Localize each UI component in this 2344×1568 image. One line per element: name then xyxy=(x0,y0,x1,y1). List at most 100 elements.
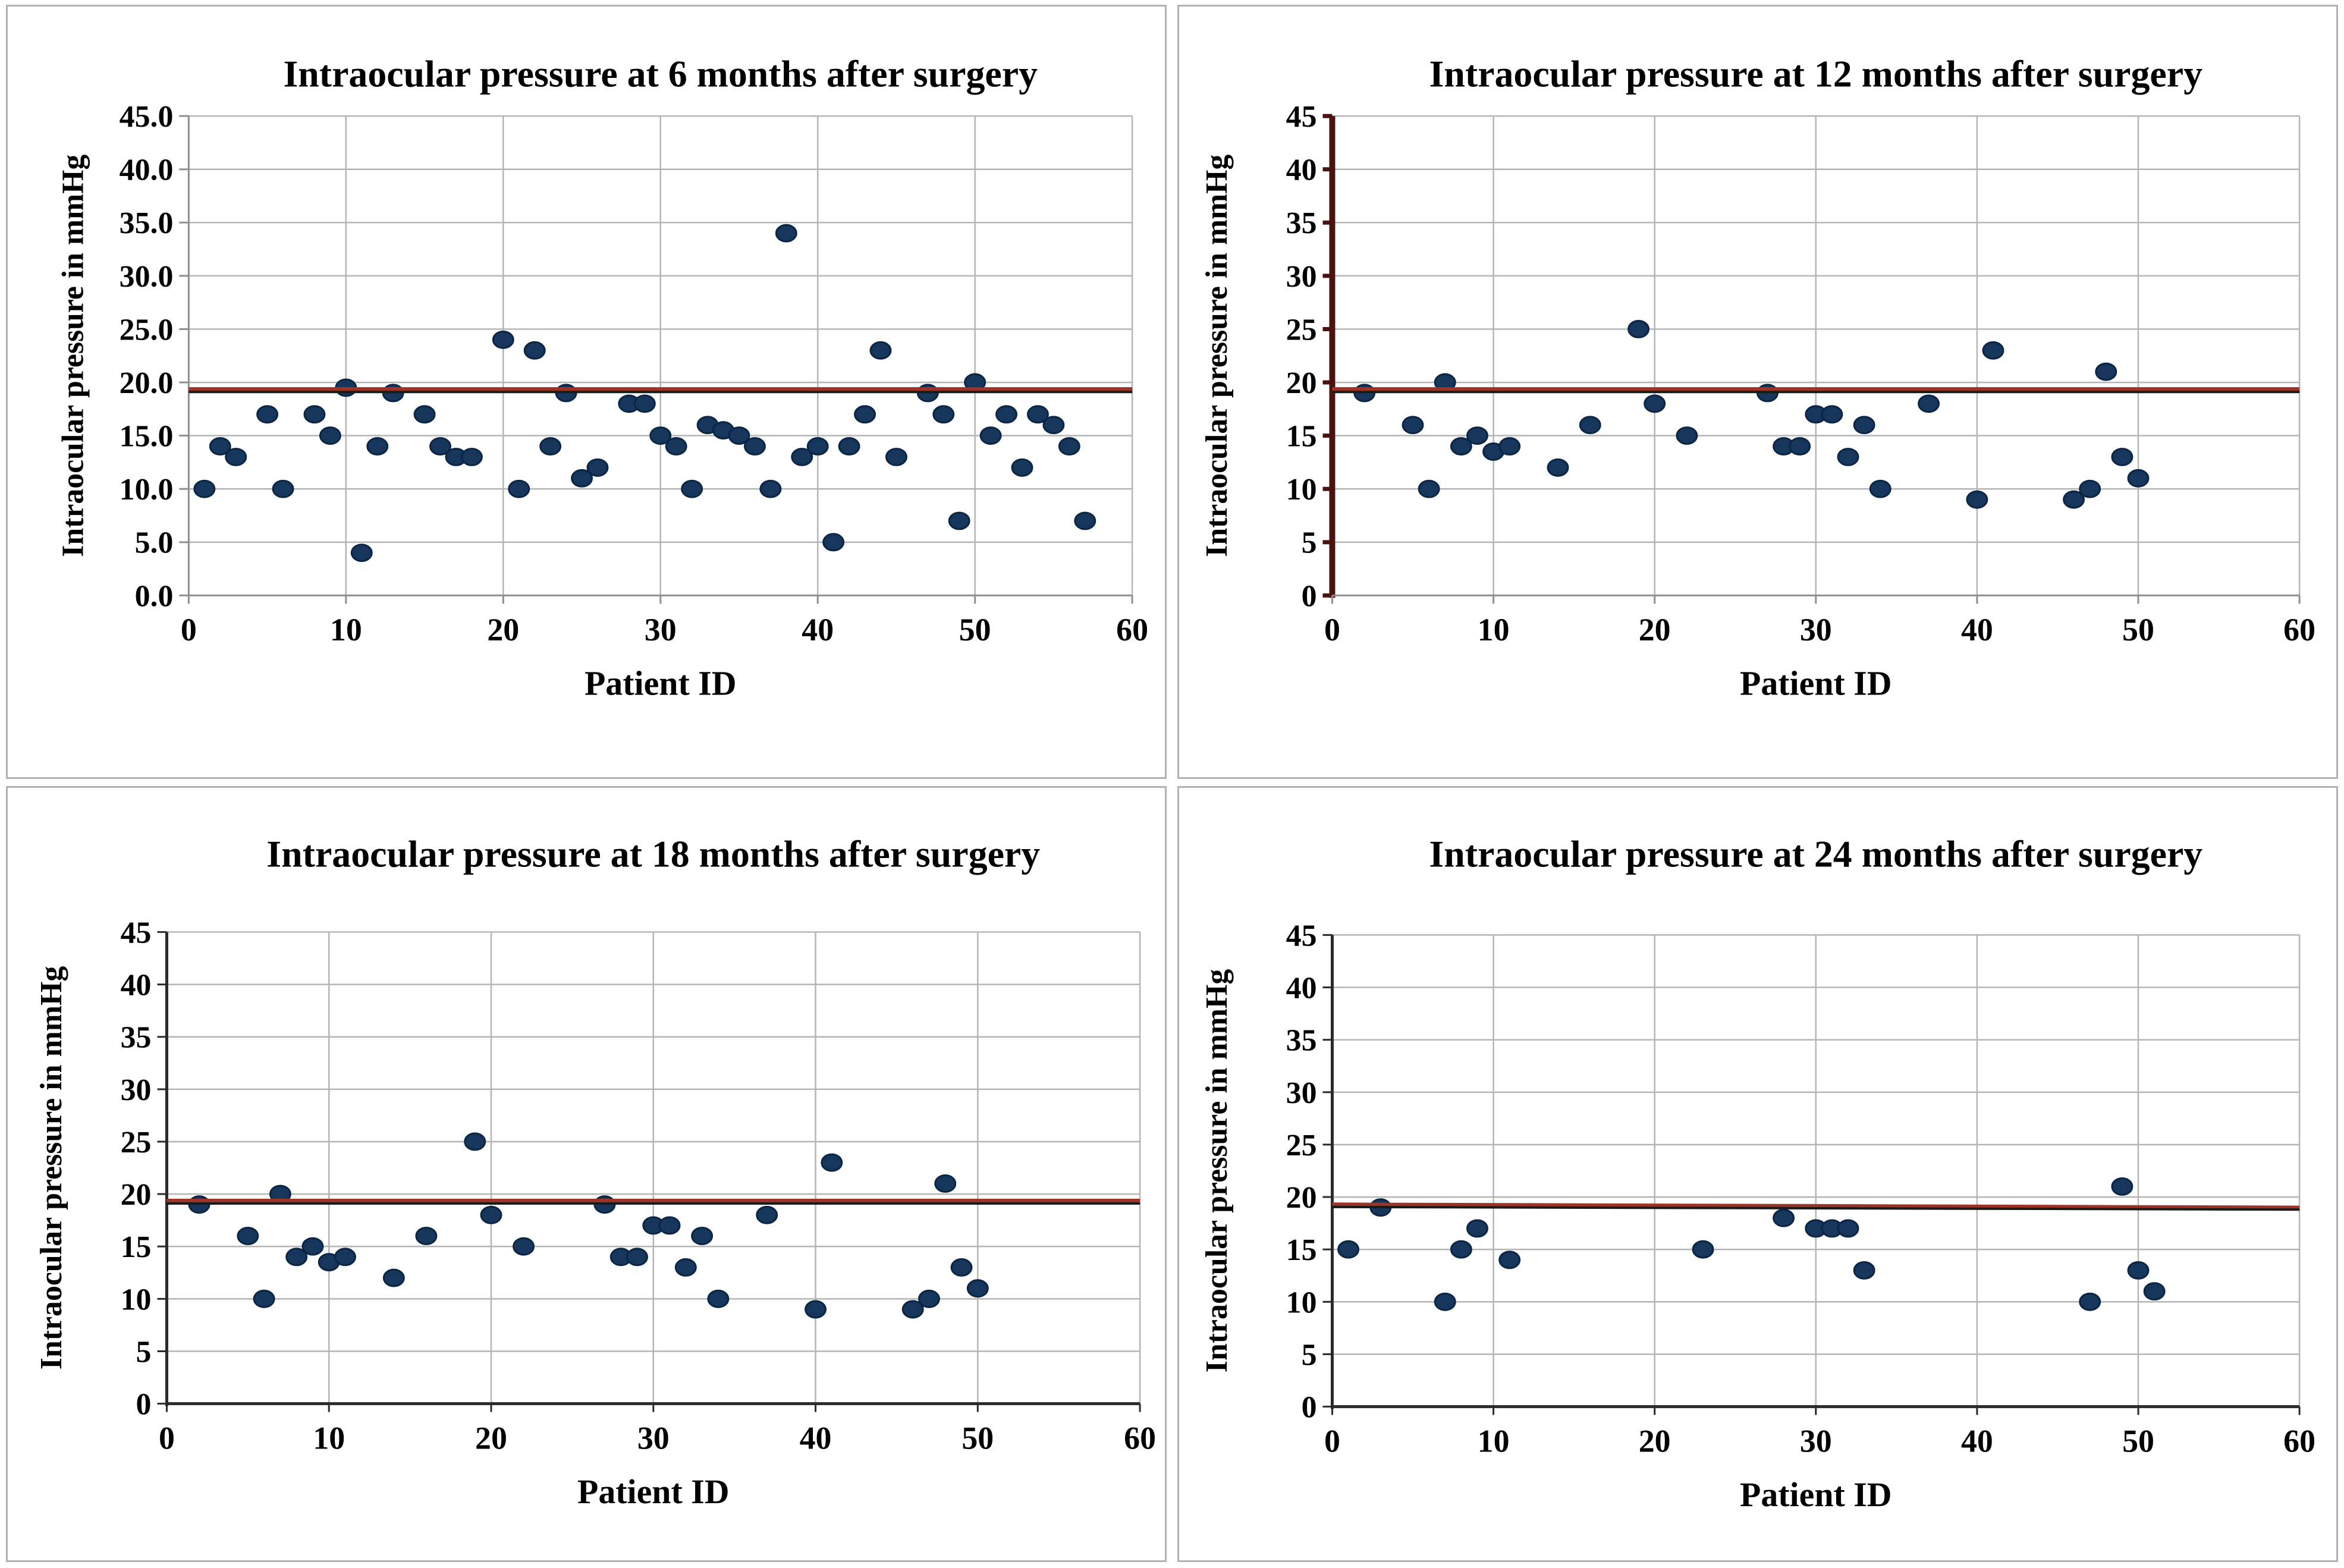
data-point xyxy=(821,1153,843,1172)
data-point xyxy=(2079,1292,2101,1311)
data-point xyxy=(1498,1250,1521,1270)
data-point xyxy=(791,448,813,466)
x-tick-label: 30 xyxy=(637,1420,670,1456)
y-tick-label: 10 xyxy=(1286,473,1317,507)
data-point xyxy=(460,448,483,466)
data-point xyxy=(2063,490,2085,509)
data-point xyxy=(1434,1292,1456,1311)
y-tick-label: 35 xyxy=(121,1021,152,1055)
x-tick-label: 10 xyxy=(313,1420,345,1456)
x-axis-title: Patient ID xyxy=(1740,1475,1892,1514)
data-point xyxy=(1773,1208,1795,1227)
trend-line-black xyxy=(1332,1205,2300,1211)
chart-title: Intraocular pressure at 18 months after … xyxy=(266,833,1040,875)
x-tick-label: 20 xyxy=(1639,612,1671,648)
data-point xyxy=(209,437,231,456)
data-point xyxy=(1058,437,1080,456)
y-tick-label: 20 xyxy=(1286,366,1317,400)
x-tick-label: 60 xyxy=(2283,612,2315,648)
scatter-chart: 0 5 10 15 20 25 30 35 40 45 0 10 20 30 40 50 60 Intraocul… xyxy=(1200,52,2315,702)
x-tick-label: 40 xyxy=(1961,1423,1993,1459)
data-point xyxy=(756,1205,778,1224)
x-tick-label: 0 xyxy=(1324,612,1340,648)
data-point xyxy=(1644,394,1666,413)
data-point xyxy=(2127,469,2150,488)
y-tick-label: 20 xyxy=(1286,1181,1317,1215)
chart-panel-12-months: 0 5 10 15 20 25 30 35 40 45 0 10 20 30 40 50 60 Intraocul… xyxy=(1177,5,2338,779)
data-point xyxy=(1821,405,1843,424)
data-point xyxy=(1466,426,1488,445)
y-tick-label: 10 xyxy=(1286,1286,1317,1319)
data-point xyxy=(464,1132,486,1151)
x-tick-label: 0 xyxy=(159,1420,175,1456)
data-point xyxy=(691,1227,714,1246)
data-point xyxy=(918,1289,940,1308)
y-tick-label: 10 xyxy=(121,1283,152,1316)
data-point xyxy=(1402,416,1424,435)
data-point xyxy=(1011,458,1033,477)
y-tick-label: 35 xyxy=(1286,1024,1317,1058)
y-tick-label: 25 xyxy=(121,1126,152,1159)
x-tick-label: 30 xyxy=(1800,612,1832,648)
reference-line-red xyxy=(1332,1202,2300,1211)
chart-title: Intraocular pressure at 6 months after s… xyxy=(283,52,1038,95)
data-point xyxy=(707,1289,730,1308)
y-tick-label: 15 xyxy=(1286,1233,1317,1267)
x-tick-label: 10 xyxy=(1478,1423,1510,1459)
data-point xyxy=(1837,448,1859,466)
data-point xyxy=(806,437,829,456)
data-point xyxy=(948,511,970,530)
data-point xyxy=(854,405,876,424)
y-tick-label: 0 xyxy=(1302,579,1317,613)
y-tick-label: 15 xyxy=(1286,420,1317,454)
data-point xyxy=(513,1237,535,1256)
data-point xyxy=(805,1300,827,1319)
data-point xyxy=(838,437,860,456)
data-point xyxy=(350,543,373,563)
data-point xyxy=(665,437,687,456)
y-tick-label: 30 xyxy=(1286,260,1317,294)
y-tick-label: 45 xyxy=(1286,100,1317,134)
scatter-chart: 0 5 10 15 20 25 30 35 40 45 0 10 20 30 40 50 60 Intraocul… xyxy=(34,833,1156,1512)
y-tick-label: 5 xyxy=(1302,526,1317,560)
x-tick-label: 50 xyxy=(959,612,991,648)
data-point xyxy=(1918,394,1940,413)
data-point xyxy=(1627,320,1650,338)
data-point xyxy=(633,394,656,413)
data-point xyxy=(1074,511,1096,530)
data-point xyxy=(1692,1240,1714,1259)
data-point xyxy=(303,405,326,424)
data-point xyxy=(1853,1261,1875,1280)
x-tick-label: 20 xyxy=(487,612,519,648)
y-tick-label: 40 xyxy=(1286,972,1317,1005)
x-tick-label: 40 xyxy=(1961,612,1993,648)
data-point xyxy=(1547,458,1569,477)
y-tick-label: 45 xyxy=(121,916,152,950)
data-point xyxy=(2143,1282,2166,1301)
data-point xyxy=(995,405,1018,424)
chart-title: Intraocular pressure at 12 months after … xyxy=(1429,52,2203,95)
chart-panel-18-months: 0 5 10 15 20 25 30 35 40 45 0 10 20 30 40 50 60 Intraocul… xyxy=(6,786,1167,1562)
data-point xyxy=(225,448,247,466)
y-axis-title: Intraocular pressure in mmHg xyxy=(1200,155,1234,557)
y-tick-label: 30 xyxy=(121,1073,152,1107)
y-tick-label: 40 xyxy=(1286,153,1317,187)
data-point xyxy=(272,479,294,498)
x-tick-label: 30 xyxy=(645,612,677,648)
data-point xyxy=(508,479,530,498)
data-point xyxy=(1789,437,1811,456)
data-point xyxy=(1579,416,1601,435)
x-tick-label: 30 xyxy=(1800,1423,1832,1459)
y-tick-label: 20 xyxy=(121,1178,152,1212)
y-tick-label: 35 xyxy=(1286,206,1317,240)
y-tick-label: 30.0 xyxy=(120,260,174,294)
y-tick-label: 5 xyxy=(1302,1338,1317,1372)
x-tick-label: 50 xyxy=(2122,1423,2154,1459)
data-point xyxy=(626,1248,648,1267)
data-point xyxy=(674,1258,697,1277)
data-point xyxy=(2127,1261,2150,1280)
y-tick-label: 45.0 xyxy=(120,100,174,134)
scatter-chart: 0.0 5.0 10.0 15.0 20.0 25.0 30.0 35.0 40.0 45.0 0 1… xyxy=(56,52,1148,702)
data-point xyxy=(1026,405,1049,424)
